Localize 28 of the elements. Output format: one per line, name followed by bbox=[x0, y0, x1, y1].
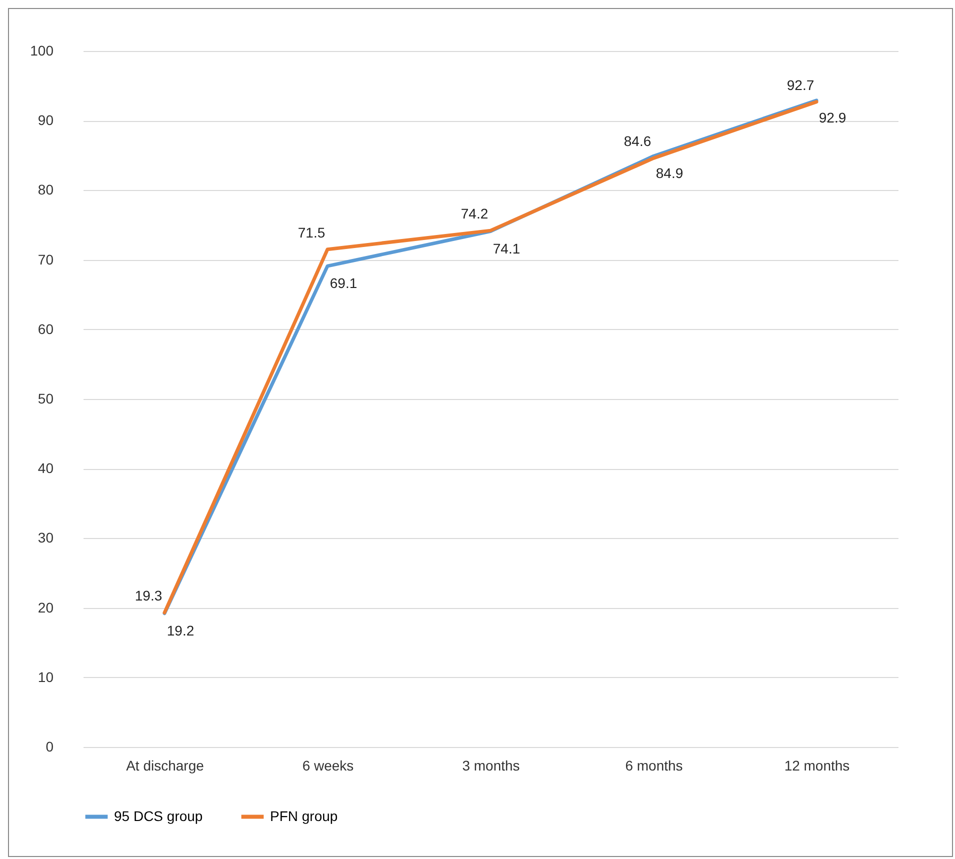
x-tick-label: 12 months bbox=[784, 758, 850, 774]
legend-label: PFN group bbox=[270, 808, 338, 824]
y-tick-label: 70 bbox=[38, 251, 54, 268]
y-tick-label: 30 bbox=[38, 530, 54, 546]
y-tick-label: 50 bbox=[38, 390, 54, 406]
y-tick-label: 60 bbox=[38, 320, 54, 337]
data-label: 19.2 bbox=[166, 622, 194, 638]
legend-label: 95 DCS group bbox=[114, 808, 203, 824]
y-tick-label: 20 bbox=[38, 599, 54, 616]
data-label: 71.5 bbox=[298, 224, 326, 240]
y-tick-label: 10 bbox=[38, 668, 54, 685]
data-label: 92.7 bbox=[786, 76, 814, 93]
data-label: 92.9 bbox=[818, 109, 846, 126]
x-tick-label: 3 months bbox=[462, 758, 520, 774]
y-tick-label: 80 bbox=[38, 182, 54, 198]
data-label: 19.3 bbox=[134, 588, 162, 604]
y-tick-label: 90 bbox=[38, 112, 54, 128]
y-tick-label: 0 bbox=[46, 738, 54, 754]
y-tick-label: 40 bbox=[38, 460, 54, 476]
data-label: 84.9 bbox=[656, 165, 684, 182]
data-label: 69.1 bbox=[330, 275, 358, 292]
x-tick-label: 6 weeks bbox=[302, 758, 354, 774]
data-label: 84.6 bbox=[624, 133, 652, 150]
x-tick-label: 6 months bbox=[625, 758, 683, 774]
y-tick-label: 100 bbox=[30, 42, 54, 58]
data-label: 74.2 bbox=[460, 206, 488, 222]
x-tick-label: At discharge bbox=[126, 758, 204, 774]
data-label: 74.1 bbox=[492, 240, 520, 256]
